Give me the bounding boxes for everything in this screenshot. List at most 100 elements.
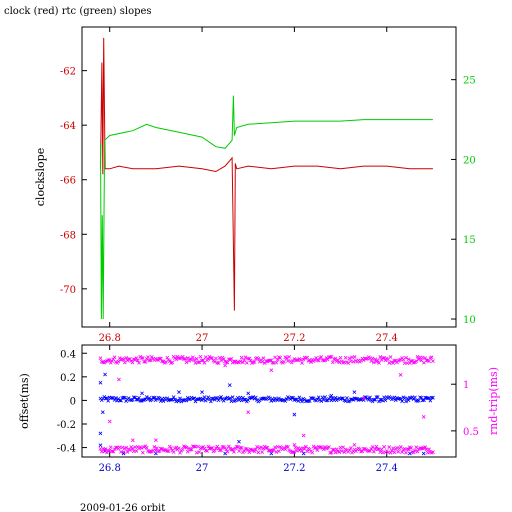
y2-tick-label: 15 [463,235,476,246]
marker-offset [228,396,232,401]
marker-rnd-trip [398,445,403,449]
marker-rnd-trip [131,357,136,362]
marker-offset [352,390,357,395]
marker-rnd-trip [215,444,220,449]
marker-rnd-trip [277,449,281,454]
marker-rnd-trip [330,360,335,365]
marker-rnd-trip [319,355,324,359]
chart-title: clock (red) rtc (green) slopes [4,6,152,17]
y2-tick-label: 1 [463,380,469,391]
marker-rnd-trip [242,358,247,362]
marker-rnd-trip [347,356,352,361]
marker-rnd-trip [270,360,275,365]
marker-rnd-trip [106,448,111,453]
marker-rnd-trip [357,447,362,452]
marker-rnd-trip [241,360,245,365]
marker-offset [383,398,388,403]
marker-rnd-trip [103,447,108,452]
marker-rnd-trip [389,448,394,453]
marker-offset [227,383,232,387]
x-tick-label: 26.8 [99,333,121,344]
series-line-rtc [100,95,433,320]
marker-rnd-trip [197,360,202,365]
marker-rnd-trip [256,450,261,455]
marker-rnd-trip [203,355,208,360]
marker-rnd-trip [144,445,149,450]
marker-rnd-trip [130,438,135,443]
marker-rnd-trip [158,356,163,361]
marker-offset [261,396,266,401]
marker-offset [271,398,276,403]
marker-rnd-trip [167,359,172,363]
marker-offset [105,396,109,401]
marker-rnd-trip [111,449,116,454]
marker-rnd-trip [166,449,171,454]
marker-offset [134,397,139,402]
marker-rnd-trip [291,358,295,363]
marker-rnd-trip [421,414,426,419]
marker-rnd-trip [415,449,420,454]
marker-rnd-trip [187,358,191,363]
marker-offset [329,393,334,398]
offset-chart-ylabel: offset(ms) [18,373,31,429]
marker-rnd-trip [120,445,125,450]
marker-rnd-trip [329,450,334,455]
y2-tick-label: 20 [463,155,476,166]
marker-rnd-trip [185,356,190,360]
offset-chart-frame [81,344,457,458]
marker-rnd-trip [128,357,132,362]
marker-rnd-trip [420,355,425,360]
marker-rnd-trip [377,361,381,365]
marker-rnd-trip [206,357,211,361]
marker-offset [307,399,312,403]
marker-rnd-trip [185,449,190,454]
marker-rnd-trip [404,355,408,360]
marker-rnd-trip [178,450,182,455]
marker-rnd-trip [333,450,338,455]
marker-rnd-trip [392,450,397,455]
marker-rnd-trip [148,449,153,454]
marker-offset [192,396,197,401]
x-tick-label: 26.8 [99,463,121,474]
marker-rnd-trip [375,447,380,452]
marker-offset [171,395,176,400]
marker-offset [119,398,123,403]
marker-offset [393,398,398,403]
y2-tick-label: 25 [463,76,476,87]
marker-rnd-trip [294,358,299,363]
offset-chart-y2label: rnd-trip(ms) [487,367,500,435]
marker-offset [137,395,141,400]
marker-rnd-trip [406,447,411,452]
marker-rnd-trip [369,447,374,451]
marker-rnd-trip [255,444,259,449]
marker-rnd-trip [246,356,250,361]
marker-rnd-trip [409,446,413,450]
marker-rnd-trip [140,356,145,360]
marker-rnd-trip [196,360,200,365]
marker-offset [251,395,256,399]
marker-rnd-trip [387,361,392,365]
marker-rnd-trip [174,445,179,450]
marker-rnd-trip [137,361,141,365]
marker-rnd-trip [427,359,431,364]
marker-offset [429,395,434,400]
marker-rnd-trip [184,360,189,365]
marker-offset [177,390,181,395]
marker-rnd-trip [182,357,186,361]
marker-rnd-trip [292,450,297,454]
marker-rnd-trip [153,448,158,453]
marker-offset [230,395,235,400]
x-tick-label: 27.4 [376,463,398,474]
marker-offset [293,397,298,402]
marker-rnd-trip [117,377,121,382]
marker-rnd-trip [253,447,258,452]
marker-offset [98,443,103,448]
marker-rnd-trip [369,359,374,364]
marker-rnd-trip [135,358,140,363]
x-tick-label: 27.4 [376,333,398,344]
marker-rnd-trip [318,445,322,450]
marker-rnd-trip [143,360,148,364]
marker-rnd-trip [333,356,338,361]
x-tick-label: 27 [196,333,209,344]
